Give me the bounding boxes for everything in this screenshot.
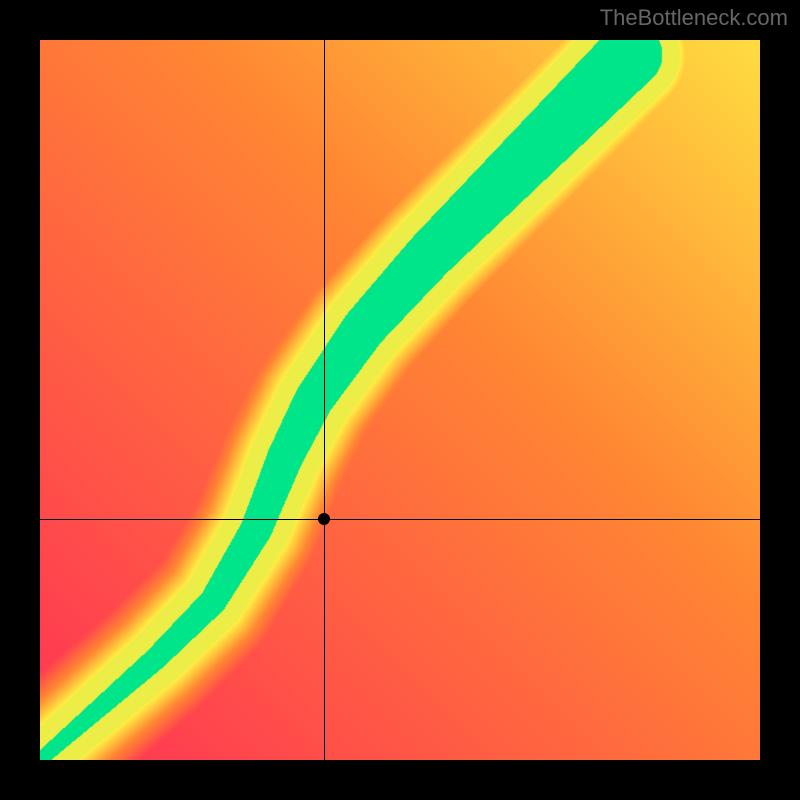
crosshair-vertical bbox=[324, 40, 325, 760]
crosshair-horizontal bbox=[40, 519, 760, 520]
plot-area bbox=[40, 40, 760, 760]
heatmap-canvas bbox=[40, 40, 760, 760]
watermark-text: TheBottleneck.com bbox=[600, 5, 788, 31]
chart-container: TheBottleneck.com bbox=[0, 0, 800, 800]
crosshair-marker bbox=[318, 513, 330, 525]
